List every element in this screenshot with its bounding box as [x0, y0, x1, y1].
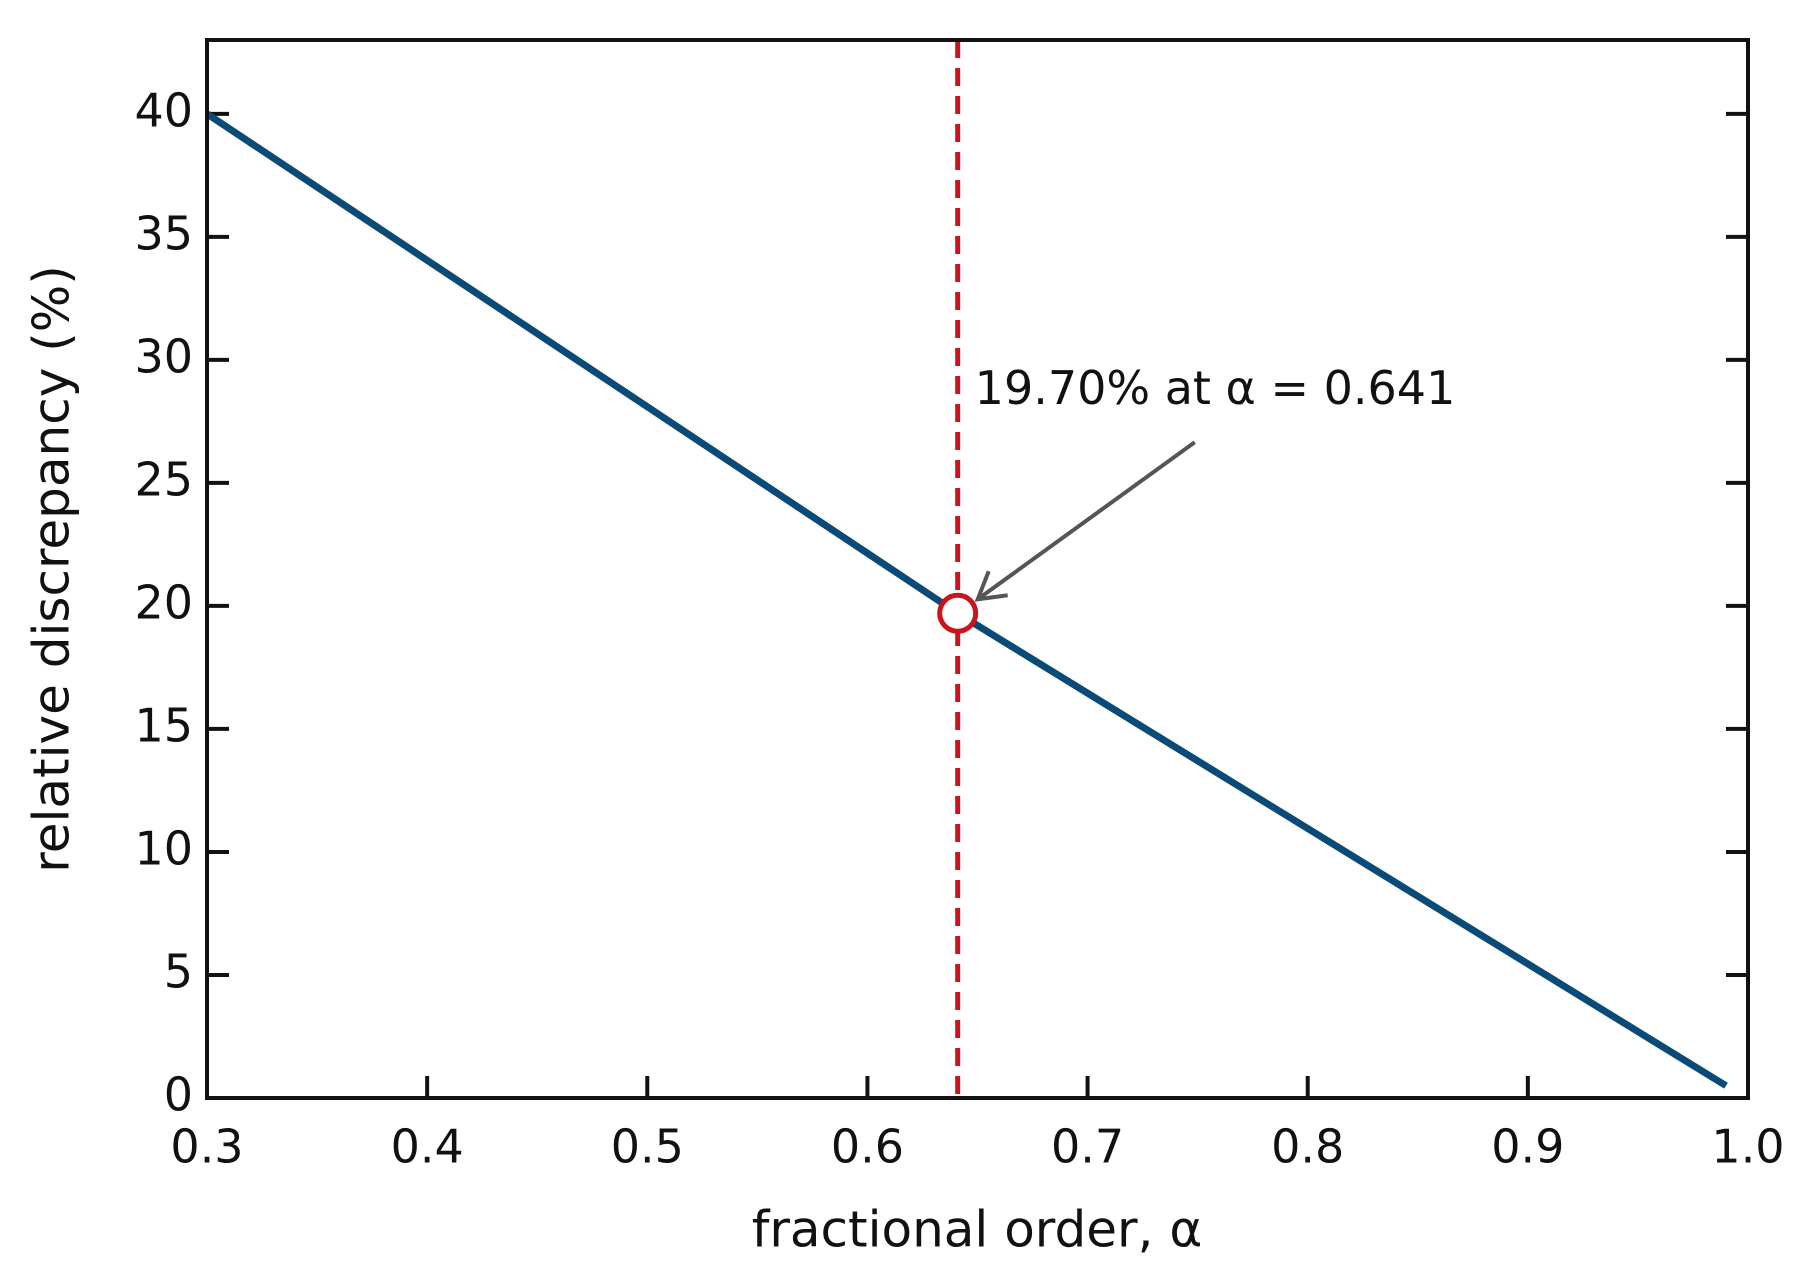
plot-frame: [205, 38, 1750, 1100]
x-tick-label: 0.4: [391, 1120, 464, 1174]
y-tick-label: 0: [164, 1068, 193, 1122]
y-tick-label: 10: [134, 821, 193, 875]
annotation-arrow: [976, 440, 1196, 601]
highlight-marker: [937, 592, 979, 634]
y-tick-label: 5: [164, 944, 193, 998]
y-tick-label: 20: [134, 575, 193, 629]
annotation: 19.70% at α = 0.641: [975, 361, 1456, 415]
x-axis-label: fractional order, α: [752, 1201, 1203, 1259]
x-tick-label: 0.3: [170, 1120, 243, 1174]
y-tick-label: 35: [134, 206, 193, 260]
x-tick-label: 1.0: [1711, 1120, 1784, 1174]
x-tick-label: 0.8: [1271, 1120, 1344, 1174]
y-tick-label: 40: [134, 83, 193, 137]
y-tick-label: 25: [134, 452, 193, 506]
y-tick-label: 30: [134, 329, 193, 383]
x-tick-label: 0.5: [611, 1120, 684, 1174]
x-tick-label: 0.9: [1491, 1120, 1564, 1174]
y-tick-label: 15: [134, 698, 193, 752]
x-tick-label: 0.6: [831, 1120, 904, 1174]
x-tick-label: 0.7: [1051, 1120, 1124, 1174]
annotation-arrowhead: [974, 570, 1008, 602]
y-axis-label: relative discrepancy (%): [23, 265, 81, 872]
